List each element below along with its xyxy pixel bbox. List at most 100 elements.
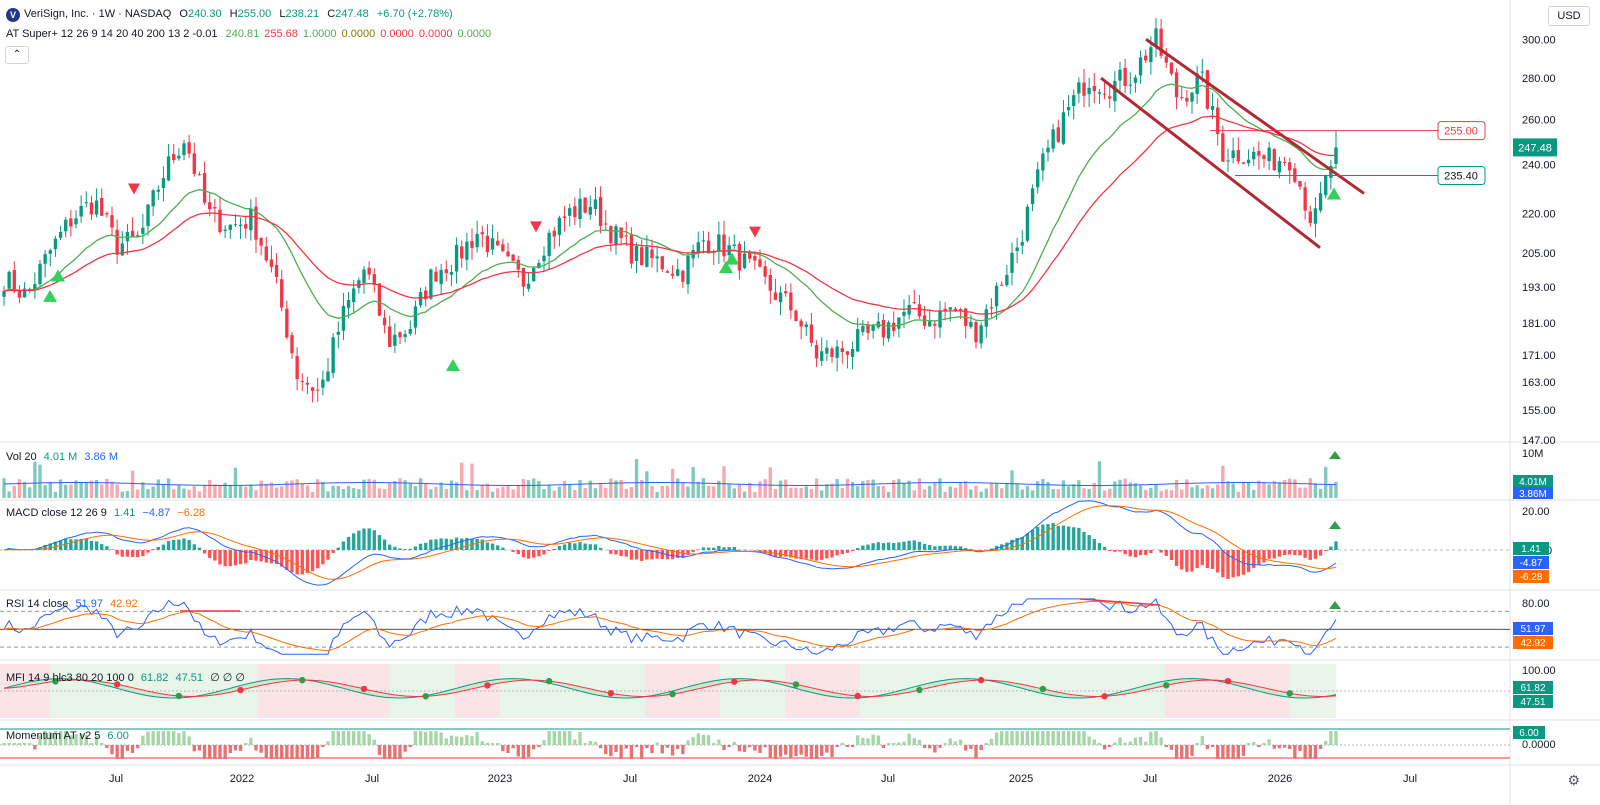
volume-legend[interactable]: Vol 20 4.01 M 3.86 M [6, 451, 122, 463]
volume-bar [681, 482, 685, 498]
price-candle [48, 250, 52, 254]
momentum-bar [917, 739, 922, 745]
mfi-legend[interactable]: MFI 14 9 hlc3 80 20 100 0 61.82 47.51 ∅ … [6, 671, 249, 684]
price-candle [141, 227, 145, 234]
volume-bar [1246, 482, 1251, 498]
momentum-bar [1041, 731, 1045, 745]
momentum-bar [460, 736, 464, 745]
momentum-bar [994, 732, 999, 745]
volume-bar [429, 489, 433, 498]
price-candle [285, 308, 289, 338]
momentum-bar [537, 745, 541, 747]
price-candle [835, 346, 839, 358]
macd-histogram-bar [480, 539, 484, 550]
macd-badge-1 [1513, 542, 1549, 555]
macd-histogram-bar [367, 528, 371, 550]
macd-histogram-bar [1205, 550, 1210, 569]
macd-axis-label: 20.00 [1522, 506, 1550, 518]
price-candle [866, 324, 870, 333]
volume-bar [686, 486, 690, 498]
macd-legend[interactable]: MACD close 12 26 9 1.41 −4.87 −6.28 [6, 507, 209, 519]
momentum-bar [470, 736, 474, 745]
momentum-bar [1272, 745, 1276, 749]
momentum-bar [814, 745, 819, 759]
volume-bar [902, 482, 906, 498]
momentum-bar [1190, 745, 1194, 756]
volume-bar [418, 478, 423, 498]
momentum-bar [393, 745, 397, 759]
volume-bar [403, 480, 407, 498]
momentum-bar [866, 738, 870, 745]
momentum-bar [1025, 731, 1030, 745]
rsi-legend[interactable]: RSI 14 close 51.97 42.92 [6, 598, 142, 610]
volume-bar [388, 483, 392, 498]
volume-badge-1-text: 4.01M [1519, 477, 1547, 488]
macd-histogram-bar [141, 550, 145, 557]
momentum-bar [768, 745, 772, 759]
price-candle [917, 304, 922, 317]
price-candle [1077, 82, 1081, 94]
macd-histogram-bar [249, 550, 253, 561]
price-candle [305, 382, 310, 385]
macd-histogram-bar [789, 550, 793, 558]
volume-bar [1159, 490, 1163, 498]
volume-bar [74, 480, 78, 498]
momentum-bar [892, 743, 896, 745]
price-candle [1277, 161, 1282, 173]
price-candle [809, 324, 814, 343]
volume-bar [676, 478, 680, 498]
sell-signal-marker [128, 183, 140, 195]
macd-histogram-bar [830, 550, 834, 558]
volume-bar [1077, 480, 1081, 498]
volume-bar [105, 478, 109, 498]
volume-bar [151, 486, 155, 498]
momentum-bar [1313, 745, 1318, 759]
momentum-bar [110, 745, 114, 755]
mfi-value-2: 47.51 [175, 672, 203, 684]
price-candle [280, 279, 284, 308]
momentum-bar [804, 745, 808, 757]
momentum-bar [161, 731, 166, 745]
volume-bar [1282, 480, 1287, 498]
macd-histogram-bar [418, 543, 423, 550]
price-candle [763, 266, 767, 277]
macd-histogram-bar [624, 550, 628, 557]
price-candle [1036, 169, 1040, 188]
price-candle [552, 230, 556, 237]
symbol-title[interactable]: VeriSign, Inc. · 1W · NASDAQ [24, 8, 172, 20]
resistance-badge [1437, 121, 1486, 141]
momentum-bar [1061, 731, 1066, 745]
volume-bar [840, 488, 844, 498]
price-candle [449, 271, 454, 275]
price-candle [326, 371, 330, 382]
gear-icon[interactable]: ⚙ [1567, 772, 1580, 788]
momentum-bar [89, 743, 94, 745]
buy-signal-marker [725, 252, 739, 265]
indicator-super-legend[interactable]: AT Super+ 12 26 9 14 20 40 200 13 2 -0.0… [6, 28, 501, 40]
momentum-bar [696, 733, 700, 745]
time-axis-label: Jul [1143, 773, 1157, 785]
momentum-bar [177, 733, 181, 745]
volume-bar [753, 491, 757, 498]
price-candle [38, 263, 42, 285]
momentum-bar [583, 743, 587, 745]
collapse-legend-button[interactable]: ⌃ [5, 46, 29, 64]
mfi-cross-dot [1286, 690, 1293, 697]
price-candle [223, 229, 227, 232]
volume-bar [994, 483, 999, 498]
momentum-legend[interactable]: Momentum AT v2 5 6.00 [6, 730, 133, 742]
volume-bar [156, 479, 160, 498]
momentum-bar [953, 741, 958, 745]
price-candle [208, 202, 212, 210]
currency-selector[interactable]: USD [1548, 6, 1590, 26]
price-candle [856, 329, 860, 352]
momentum-bar [706, 735, 711, 745]
volume-bar [969, 489, 973, 498]
macd-histogram-bar [177, 539, 181, 550]
price-candle [444, 269, 448, 274]
price-candle [753, 256, 757, 261]
volume-bar [727, 483, 731, 498]
momentum-bar [151, 731, 155, 745]
momentum-bar [7, 743, 11, 745]
